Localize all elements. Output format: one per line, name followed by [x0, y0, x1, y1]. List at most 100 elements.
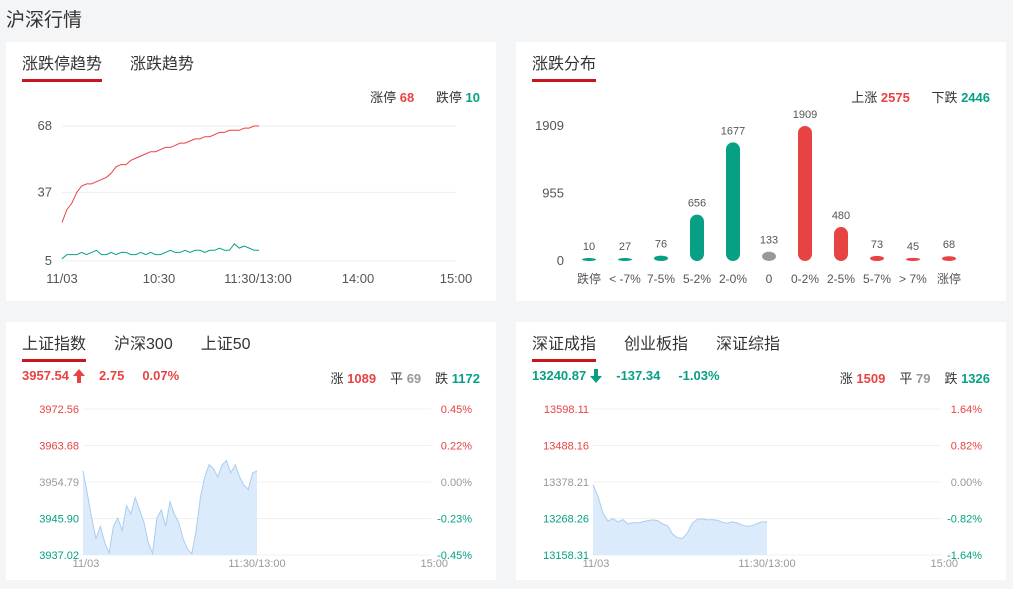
sh-breadth: 涨 1089 平 69 跌 1172 [316, 368, 480, 387]
distribution-bar [690, 214, 704, 261]
distribution-bar [834, 227, 848, 261]
price-line [82, 459, 258, 556]
x-tick-label: 15:00 [420, 558, 448, 570]
y-right-label: 0.00% [441, 477, 472, 489]
sz-price: 13240.87 [532, 368, 587, 383]
tab-updown-trend[interactable]: 涨跌趋势 [130, 56, 195, 73]
price-area [593, 484, 767, 555]
x-tick-label: 15:00 [440, 271, 473, 286]
sz-index-card: 深证成指 创业板指 深证综指 13240.87 -137.34 -1.03% 涨… [516, 322, 1006, 580]
sh-up-label: 涨 [330, 371, 344, 386]
sz-up-value: 1509 [856, 371, 886, 386]
sz-pct: -1.03% [678, 368, 720, 383]
bar-value-label: 1677 [721, 125, 745, 137]
sh-pct: 0.07% [142, 368, 180, 383]
x-tick-label: 11:30/13:00 [224, 271, 292, 286]
tab-sh-composite[interactable]: 上证指数 [22, 330, 87, 362]
sh-up-value: 1089 [347, 371, 377, 386]
sz-change: -137.34 [616, 368, 661, 383]
y-tick-label: 1909 [535, 118, 564, 133]
sz-quote: 13240.87 -137.34 -1.03% [532, 368, 738, 383]
limit-up-value: 68 [399, 90, 415, 105]
category-label: 5-7% [863, 272, 891, 286]
y-right-label: -0.23% [437, 514, 472, 526]
bar-value-label: 656 [688, 198, 706, 210]
price-area [83, 460, 257, 555]
category-label: 0-2% [791, 272, 819, 286]
tab-hs300[interactable]: 沪深300 [114, 336, 173, 353]
sh-flat-label: 平 [390, 371, 404, 386]
sh-quote: 3957.54 2.75 0.07% [22, 368, 197, 383]
sh-change: 2.75 [99, 368, 125, 383]
y-left-label: 13488.16 [543, 441, 589, 453]
bar-value-label: 10 [583, 241, 595, 253]
limit-trend-tabs: 涨跌停趋势 涨跌趋势 [22, 50, 222, 82]
x-tick-label: 10:30 [143, 271, 176, 286]
y-right-label: -1.64% [947, 550, 982, 562]
distribution-bar [762, 251, 776, 261]
sh-down-value: 1172 [451, 371, 480, 386]
y-left-label: 13598.11 [544, 404, 589, 416]
tab-sz50[interactable]: 上证50 [200, 336, 251, 353]
sh-price: 3957.54 [22, 368, 69, 383]
distribution-bar [618, 258, 632, 261]
bar-value-label: 76 [655, 239, 667, 251]
x-tick-label: 15:00 [930, 558, 958, 570]
y-left-label: 13268.26 [543, 514, 589, 526]
sh-down-label: 跌 [435, 371, 449, 386]
y-left-label: 3954.79 [39, 477, 79, 489]
distribution-tabs: 涨跌分布 [532, 50, 624, 82]
y-right-label: 0.45% [441, 404, 472, 416]
distribution-bar [870, 255, 884, 261]
category-label: 2-0% [719, 272, 747, 286]
bar-value-label: 45 [907, 241, 919, 253]
limit-trend-card: 涨跌停趋势 涨跌趋势 涨停 68 跌停 10 68 37 5 11/03 10:30 11… [6, 42, 496, 301]
x-tick-label: 11/03 [46, 271, 78, 286]
limit-counts: 涨停 68 跌停 10 [370, 87, 480, 106]
tab-limit-trend[interactable]: 涨跌停趋势 [22, 50, 103, 82]
category-label: 0 [766, 272, 773, 286]
category-label: 2-5% [827, 272, 855, 286]
x-tick-label: 14:00 [342, 271, 375, 286]
tab-sz-composite[interactable]: 深证综指 [716, 336, 781, 353]
sz-breadth: 涨 1509 平 79 跌 1326 [826, 368, 990, 387]
series-line [61, 125, 259, 223]
distribution-card: 涨跌分布 上涨 2575 下跌 2446 1909 955 0 10 跌停 27 < -7%… [516, 42, 1006, 301]
x-tick-label: 11/03 [583, 558, 610, 570]
y-right-label: 0.00% [951, 477, 982, 489]
category-label: 7-5% [647, 272, 675, 286]
category-label: < -7% [609, 272, 641, 286]
bar-value-label: 1909 [793, 109, 817, 121]
y-right-label: 0.22% [441, 441, 472, 453]
limit-down-label: 跌停 [435, 90, 462, 105]
distribution-bar [654, 255, 668, 261]
bar-value-label: 480 [832, 210, 850, 222]
limit-down-value: 10 [465, 90, 480, 105]
tab-sz-component[interactable]: 深证成指 [532, 330, 597, 362]
y-left-label: 3945.90 [39, 514, 79, 526]
series-line [61, 243, 259, 260]
bar-value-label: 27 [619, 241, 631, 253]
y-tick-label: 955 [542, 185, 564, 200]
category-label: 5-2% [683, 272, 711, 286]
y-right-label: 0.82% [951, 441, 982, 453]
tab-distribution[interactable]: 涨跌分布 [532, 50, 597, 82]
sz-down-value: 1326 [961, 371, 990, 386]
distribution-bar [942, 256, 956, 261]
limit-up-label: 涨停 [370, 90, 397, 105]
limit-trend-chart: 68 37 5 11/03 10:30 11:30/13:00 14:00 15:00 [38, 118, 473, 286]
sh-intraday-chart: 3972.56 0.45% 3963.68 0.22% 3954.79 0.00% 3945… [39, 404, 472, 570]
up-label: 上涨 [851, 90, 878, 105]
distribution-bar [582, 258, 596, 261]
y-right-label: -0.82% [947, 514, 982, 526]
y-tick-label: 37 [38, 184, 52, 199]
advance-decline: 上涨 2575 下跌 2446 [851, 87, 990, 106]
bar-value-label: 68 [943, 239, 955, 251]
y-tick-label: 68 [38, 118, 52, 133]
sz-down-label: 跌 [944, 371, 958, 386]
x-tick-label: 11:30/13:00 [228, 558, 285, 570]
tab-chinext[interactable]: 创业板指 [624, 336, 689, 353]
y-tick-label: 0 [557, 253, 564, 268]
y-tick-label: 5 [45, 253, 52, 268]
distribution-bar [798, 126, 812, 261]
